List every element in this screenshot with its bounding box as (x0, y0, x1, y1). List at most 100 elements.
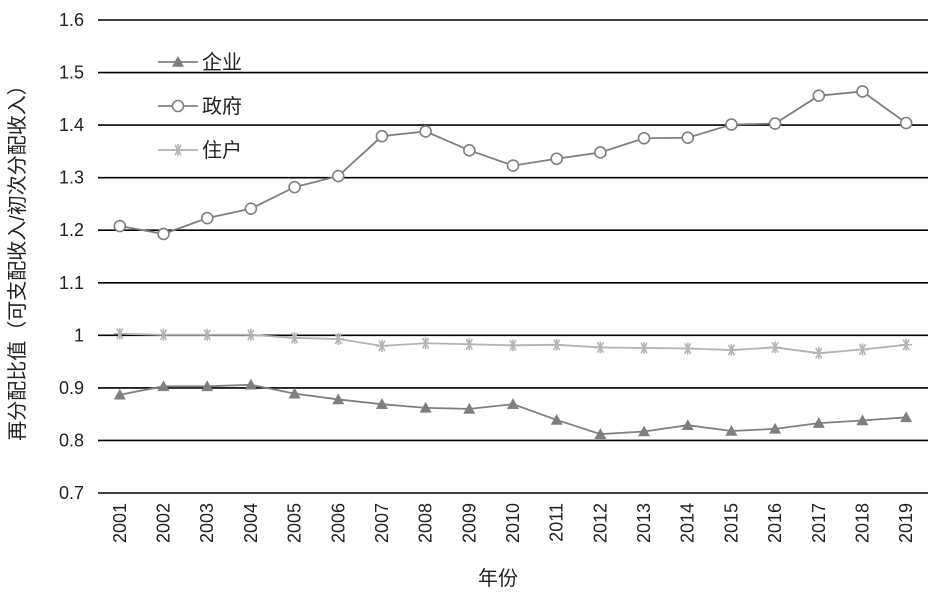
x-tick-label: 2010 (503, 503, 523, 543)
data-point-asterisk (594, 341, 607, 354)
data-point-triangle (594, 428, 607, 439)
data-point-asterisk (812, 347, 825, 360)
data-point-asterisk (681, 342, 694, 355)
data-point-asterisk (769, 341, 782, 354)
data-point-triangle (638, 425, 651, 437)
x-tick-label: 2002 (154, 503, 174, 543)
data-point-circle (856, 85, 869, 98)
y-tick-label: 0.9 (59, 378, 84, 398)
data-point-circle (725, 118, 738, 131)
data-point-circle (594, 146, 607, 159)
series-line (119, 383, 907, 436)
x-tick-label: 2018 (852, 503, 872, 543)
data-point-triangle (550, 413, 563, 425)
series-circle (113, 85, 913, 241)
data-point-asterisk (375, 339, 388, 352)
data-point-triangle (244, 378, 257, 390)
y-tick-label: 0.7 (59, 483, 84, 503)
data-point-triangle (769, 422, 782, 434)
data-point-asterisk (172, 144, 184, 156)
legend-item: 企业 (158, 51, 242, 74)
data-point-asterisk (900, 338, 913, 351)
y-tick-label: 1.3 (59, 168, 84, 188)
data-point-triangle (812, 417, 825, 428)
y-axis-ticks: 0.7 0.8 0.9 1 1.1 1.2 1.3 1.4 1.5 1.6 (59, 10, 84, 503)
data-point-circle (157, 227, 170, 241)
data-point-asterisk (288, 331, 301, 344)
data-point-circle (288, 180, 301, 194)
data-point-triangle (900, 411, 913, 423)
x-axis-title: 年份 (478, 567, 518, 590)
data-point-circle (331, 169, 345, 183)
data-point-triangle (463, 402, 476, 414)
y-tick-label: 1.2 (59, 220, 84, 240)
x-tick-label: 2003 (197, 503, 217, 543)
x-tick-label: 2004 (241, 503, 261, 543)
data-point-asterisk (463, 338, 476, 351)
data-point-triangle (157, 380, 170, 392)
x-tick-label: 2017 (809, 503, 829, 543)
legend-item: 住户 (158, 139, 242, 162)
series-triangle (113, 378, 913, 439)
legend-label: 企业 (202, 51, 242, 74)
data-point-triangle (507, 398, 519, 409)
data-point-asterisk (550, 338, 563, 351)
data-point-asterisk (638, 341, 651, 354)
x-tick-label: 2014 (678, 503, 698, 543)
data-point-circle (506, 159, 520, 172)
data-point-asterisk (332, 333, 345, 346)
data-point-circle (637, 131, 651, 145)
data-point-circle (375, 129, 389, 143)
x-tick-label: 2015 (721, 503, 741, 543)
x-tick-label: 2005 (285, 503, 305, 543)
x-tick-label: 2007 (372, 503, 392, 543)
data-point-circle (200, 211, 214, 225)
data-point-triangle (113, 388, 126, 400)
x-tick-label: 2009 (459, 503, 479, 543)
data-point-circle (463, 144, 476, 157)
data-point-circle (768, 117, 782, 130)
data-point-triangle (681, 419, 694, 431)
x-axis-ticks: 2001 2002 2003 2004 2005 2006 2007 2008 2009 2010… (110, 503, 916, 543)
y-tick-label: 0.8 (59, 430, 84, 450)
x-tick-label: 2019 (896, 503, 916, 543)
data-point-circle (681, 131, 695, 145)
data-point-triangle (201, 380, 214, 392)
data-point-triangle (288, 387, 301, 399)
data-point-asterisk (419, 337, 432, 350)
data-point-triangle (172, 56, 184, 67)
data-point-asterisk (157, 328, 170, 341)
data-point-triangle (725, 424, 738, 436)
x-tick-label: 2012 (590, 503, 610, 543)
data-point-circle (113, 219, 127, 233)
y-tick-label: 1 (74, 325, 84, 345)
data-point-circle (550, 152, 563, 166)
data-point-circle (419, 125, 432, 138)
legend-label: 住户 (202, 139, 242, 162)
legend-item: 政府 (158, 95, 242, 118)
x-tick-label: 2006 (328, 503, 348, 543)
x-tick-label: 2016 (765, 503, 785, 543)
y-axis-title: 再分配比值（可支配收入/初次分配收入） (6, 75, 29, 441)
x-tick-label: 2011 (547, 503, 567, 542)
data-point-asterisk (113, 327, 126, 340)
data-point-asterisk (856, 343, 869, 356)
data-point-triangle (856, 414, 869, 426)
y-tick-label: 1.6 (59, 10, 84, 30)
y-tick-label: 1.1 (59, 273, 84, 293)
data-point-circle (244, 202, 258, 215)
gridlines (98, 19, 928, 494)
x-tick-label: 2008 (416, 503, 436, 543)
series-layer (113, 85, 913, 439)
data-point-circle (899, 116, 913, 130)
data-point-asterisk (725, 344, 738, 357)
series-asterisk (113, 327, 913, 360)
legend-label: 政府 (202, 95, 242, 118)
y-tick-label: 1.4 (59, 115, 84, 135)
x-tick-label: 2013 (634, 503, 654, 543)
data-point-triangle (419, 401, 432, 413)
x-tick-label: 2001 (110, 503, 130, 543)
data-point-asterisk (201, 328, 214, 341)
